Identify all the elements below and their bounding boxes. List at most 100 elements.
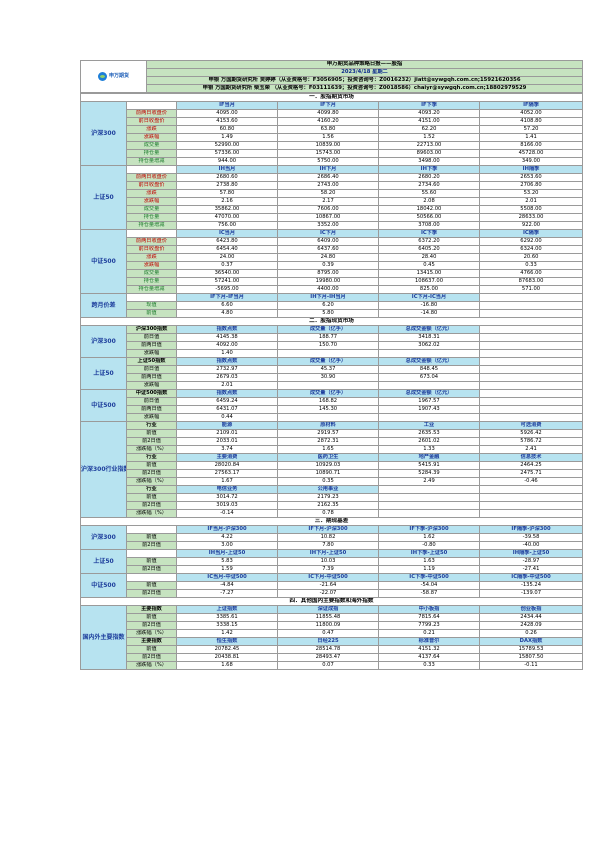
- value-cell: -4.84: [176, 581, 278, 590]
- value-cell: [277, 349, 379, 358]
- report-title: 申万期货品种策略日报——股指: [146, 60, 583, 69]
- value-cell: 4108.80: [478, 117, 584, 126]
- analyst-line-2: 申银 万国期货研究所 柴玉荣 （从业资格号：F03111639；投资咨询号：Z0…: [146, 84, 583, 93]
- row-label: 前日收盘价: [126, 245, 177, 254]
- value-cell: 2738.80: [176, 181, 278, 190]
- value-cell: 4099.80: [277, 109, 379, 118]
- value-cell: 3418.31: [378, 333, 480, 342]
- group-label: 国内外主要指数: [80, 605, 127, 670]
- row-label: 前2日值: [126, 501, 177, 510]
- row-label: 前日值: [126, 333, 177, 342]
- row-label: 前2日值: [126, 469, 177, 478]
- row-label: 持仓量: [126, 213, 177, 222]
- industry-header: 地产金融: [378, 453, 480, 462]
- value-cell: 1.68: [176, 661, 278, 670]
- value-cell: 3019.03: [176, 501, 278, 510]
- value-cell: 4145.38: [176, 333, 278, 342]
- row-label: 涨跌幅: [126, 261, 177, 270]
- value-cell: 20438.81: [176, 653, 278, 662]
- value-cell: 8166.00: [478, 141, 584, 150]
- value-cell: 5.80: [277, 309, 379, 318]
- row-label: 成交量: [126, 269, 177, 278]
- basis-header: IF隔季-沪深300: [478, 525, 584, 534]
- value-cell: 2635.53: [378, 429, 480, 438]
- value-cell: 7606.00: [277, 205, 379, 214]
- value-cell: 3385.61: [176, 613, 278, 622]
- value-cell: 6409.00: [277, 237, 379, 246]
- value-cell: -0.11: [478, 661, 584, 670]
- value-cell: 2680.20: [378, 173, 480, 182]
- section-title-s1: 一．股指期货市场: [79, 93, 584, 102]
- value-cell: 1.33: [378, 445, 480, 454]
- index-header: [478, 389, 584, 398]
- value-cell: 4093.20: [378, 109, 480, 118]
- basis-header: IC下月-中证500: [277, 573, 379, 582]
- value-cell: [478, 333, 584, 342]
- value-cell: -0.80: [378, 541, 480, 550]
- row-label: 前两日收盘价: [126, 173, 177, 182]
- value-cell: 2.49: [378, 477, 480, 486]
- basis-header: IH下季-上证50: [378, 549, 480, 558]
- row-label: 涨跌幅（%）: [126, 509, 177, 518]
- row-label: 前2日值: [126, 565, 177, 574]
- value-cell: 3014.72: [176, 493, 278, 502]
- industry-header: 医药卫生: [277, 453, 379, 462]
- value-cell: 87683.00: [478, 277, 584, 286]
- section-title-s4: 四．其他国内主要指数和海外指数: [79, 597, 584, 606]
- row-label: 前2日值: [126, 541, 177, 550]
- value-cell: 2734.60: [378, 181, 480, 190]
- basis-header: IF下季-沪深300: [378, 525, 480, 534]
- value-cell: 1.42: [176, 629, 278, 638]
- group-label: 上证50: [80, 549, 127, 574]
- value-cell: 1967.57: [378, 397, 480, 406]
- value-cell: 0.44: [176, 413, 278, 422]
- value-cell: 3352.00: [277, 221, 379, 230]
- index-header: [478, 325, 584, 334]
- value-cell: 4095.00: [176, 109, 278, 118]
- basis-header: IH下月-上证50: [277, 549, 379, 558]
- value-cell: -139.07: [478, 589, 584, 598]
- row-label: 涨跌: [126, 125, 177, 134]
- value-cell: 1.52: [378, 133, 480, 142]
- value-cell: 6423.80: [176, 237, 278, 246]
- industry-header: 公用事业: [277, 485, 379, 494]
- basis-header: IC隔季-中证500: [478, 573, 584, 582]
- value-cell: -0.46: [478, 477, 584, 486]
- value-cell: -14.80: [378, 309, 480, 318]
- contract-header: IH下季: [378, 165, 480, 174]
- main-table: 一．股指期货市场 沪深300 IF当月 IF下月 IF下季 IF隔季 前两日收盘价 4095.…: [79, 93, 584, 670]
- value-cell: 5415.91: [378, 461, 480, 470]
- industry-header: [478, 485, 584, 494]
- industry-header: 能源: [176, 421, 278, 430]
- value-cell: 28633.00: [478, 213, 584, 222]
- row-label: 前值: [126, 613, 177, 622]
- value-cell: 5926.42: [478, 429, 584, 438]
- value-cell: 58.20: [277, 189, 379, 198]
- row-label: 前值: [126, 581, 177, 590]
- row-label: 前两日值: [126, 373, 177, 382]
- value-cell: 2686.40: [277, 173, 379, 182]
- value-cell: [478, 397, 584, 406]
- value-cell: 19980.00: [277, 277, 379, 286]
- value-cell: 57.80: [176, 189, 278, 198]
- value-cell: [378, 493, 480, 502]
- industry-header: 原材料: [277, 421, 379, 430]
- value-cell: 5.83: [176, 557, 278, 566]
- value-cell: 145.30: [277, 405, 379, 414]
- index-header: 主要指数: [126, 605, 177, 614]
- value-cell: 53.20: [478, 189, 584, 198]
- index-header: 总成交金额（亿元）: [378, 325, 480, 334]
- row-label: 前值: [126, 493, 177, 502]
- row-label: 成交量: [126, 205, 177, 214]
- value-cell: 6292.00: [478, 237, 584, 246]
- index-header: 中证500指数: [126, 389, 177, 398]
- value-cell: 0.37: [176, 261, 278, 270]
- group-label: 中证500: [80, 389, 127, 422]
- index-header: 指数点数: [176, 325, 278, 334]
- value-cell: [478, 341, 584, 350]
- row-label: 前2日值: [126, 437, 177, 446]
- row-label: 涨跌幅: [126, 413, 177, 422]
- row-label: 前值: [126, 533, 177, 542]
- value-cell: 2653.60: [478, 173, 584, 182]
- value-cell: 30.90: [277, 373, 379, 382]
